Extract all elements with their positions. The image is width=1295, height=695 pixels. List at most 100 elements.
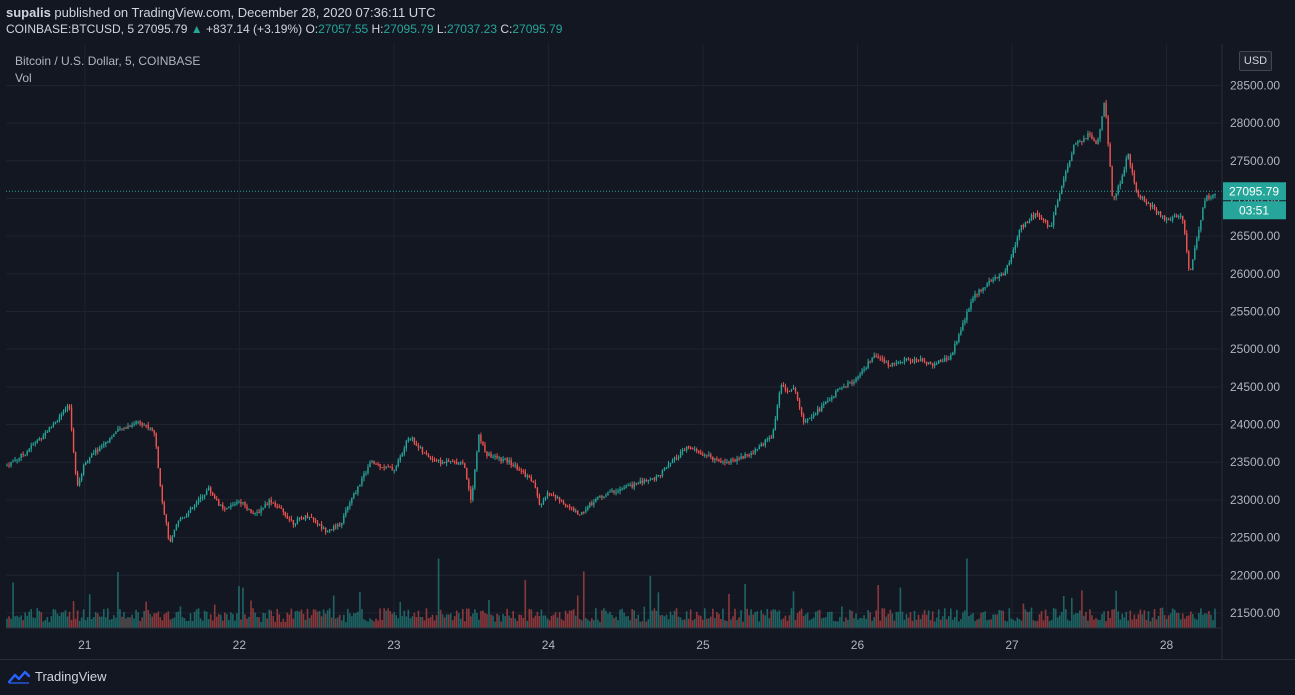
candle-body xyxy=(121,428,123,430)
candle-body xyxy=(30,445,32,449)
candle-body xyxy=(877,356,879,359)
candle-body xyxy=(260,508,262,513)
candle-body xyxy=(1111,166,1113,197)
volume-bar xyxy=(1040,610,1043,628)
volume-bar xyxy=(804,614,807,628)
volume-bar xyxy=(512,611,514,628)
candle-body xyxy=(351,497,353,504)
candle-body xyxy=(379,463,381,468)
candle-body xyxy=(849,382,851,384)
volume-bar xyxy=(744,584,746,628)
volume-bar xyxy=(582,571,585,628)
volume-bar xyxy=(129,617,131,628)
volume-bar xyxy=(536,611,539,628)
candle-body xyxy=(1113,196,1115,198)
volume-bar xyxy=(304,619,307,628)
volume-bar xyxy=(584,618,587,628)
candle-body xyxy=(125,427,127,429)
candle-body xyxy=(151,427,153,430)
volume-bar xyxy=(952,619,954,628)
volume-label[interactable]: Vol xyxy=(15,71,32,85)
candle-body xyxy=(389,466,391,468)
candle-body xyxy=(897,362,900,364)
candle-body xyxy=(230,505,232,508)
candle-body xyxy=(179,518,182,522)
candle-body xyxy=(177,521,180,525)
volume-bar xyxy=(125,618,127,628)
volume-bar xyxy=(1038,614,1041,628)
volume-bar xyxy=(760,609,763,628)
volume-bar xyxy=(576,595,579,628)
volume-bar xyxy=(754,611,756,628)
volume-bar xyxy=(40,612,43,628)
volume-bar xyxy=(641,621,644,628)
volume-bar xyxy=(46,617,49,628)
volume-bar xyxy=(786,620,789,628)
candle-body xyxy=(1167,218,1170,220)
candle-body xyxy=(524,471,526,477)
volume-bar xyxy=(411,616,414,628)
currency-button[interactable]: USD xyxy=(1239,51,1272,71)
volume-bar xyxy=(929,620,932,628)
candle-body xyxy=(740,456,742,460)
change-value: +837.14 (+3.19%) xyxy=(206,22,303,36)
volume-bar xyxy=(296,610,299,628)
volume-bar xyxy=(494,621,496,628)
volume-bar xyxy=(748,615,750,628)
candle-body xyxy=(1186,233,1188,252)
volume-bar xyxy=(397,618,400,628)
candle-body xyxy=(1200,220,1202,230)
candle-body xyxy=(1182,215,1184,221)
publish-info: supalis published on TradingView.com, De… xyxy=(6,5,436,20)
series-title[interactable]: Bitcoin / U.S. Dollar, 5, COINBASE xyxy=(15,54,201,68)
volume-bar xyxy=(1163,615,1166,628)
candle-body xyxy=(712,456,714,461)
volume-bar xyxy=(633,610,635,628)
candle-body xyxy=(308,516,311,518)
price-chart[interactable]: 28500.0028000.0027500.0027000.0026500.00… xyxy=(6,44,1289,659)
time-axis[interactable]: 21 22 23 24 25 26 27 28 xyxy=(78,638,1173,652)
volume-bar xyxy=(50,616,53,628)
candle-body xyxy=(867,361,869,369)
candle-body xyxy=(163,502,166,515)
candle-body xyxy=(155,433,157,447)
volume-bar xyxy=(135,609,137,628)
volume-bar xyxy=(147,609,149,628)
candle-body xyxy=(189,507,192,512)
candle-body xyxy=(1117,186,1119,194)
candle-body xyxy=(1083,138,1085,142)
candle-body xyxy=(988,280,990,284)
tradingview-brand[interactable]: TradingView xyxy=(8,669,107,684)
price-tick-label: 28500.00 xyxy=(1230,78,1280,92)
volume-bar xyxy=(802,616,805,628)
chart-area[interactable]: 28500.0028000.0027500.0027000.0026500.00… xyxy=(6,44,1289,659)
volume-bar xyxy=(687,618,690,628)
candle-body xyxy=(1022,224,1025,227)
volume-bar xyxy=(814,611,817,628)
candle-body xyxy=(871,357,873,362)
price-axis[interactable]: 28500.0028000.0027500.0027000.0026500.00… xyxy=(1230,78,1280,619)
candle-body xyxy=(673,457,676,461)
candle-body xyxy=(1018,229,1021,238)
candle-body xyxy=(254,512,256,514)
publisher-name[interactable]: supalis xyxy=(6,5,51,20)
volume-bar xyxy=(278,614,281,628)
volume-bar xyxy=(1147,611,1150,628)
volume-bar xyxy=(151,616,154,628)
candle-body xyxy=(169,538,172,542)
candle-body xyxy=(415,443,418,446)
volume-bar xyxy=(496,613,498,628)
volume-bar xyxy=(1129,610,1132,628)
candle-body xyxy=(716,458,718,460)
volume-bar xyxy=(1008,608,1011,628)
volume-bar xyxy=(310,615,313,628)
volume-bar xyxy=(589,621,591,628)
volume-bar xyxy=(1012,619,1015,628)
volume-bar xyxy=(974,620,976,628)
candle-body xyxy=(649,479,652,481)
candle-body xyxy=(502,459,504,462)
volume-bar xyxy=(159,617,162,628)
candle-body xyxy=(714,458,716,461)
candle-body xyxy=(554,495,557,499)
candle-body xyxy=(429,457,432,460)
